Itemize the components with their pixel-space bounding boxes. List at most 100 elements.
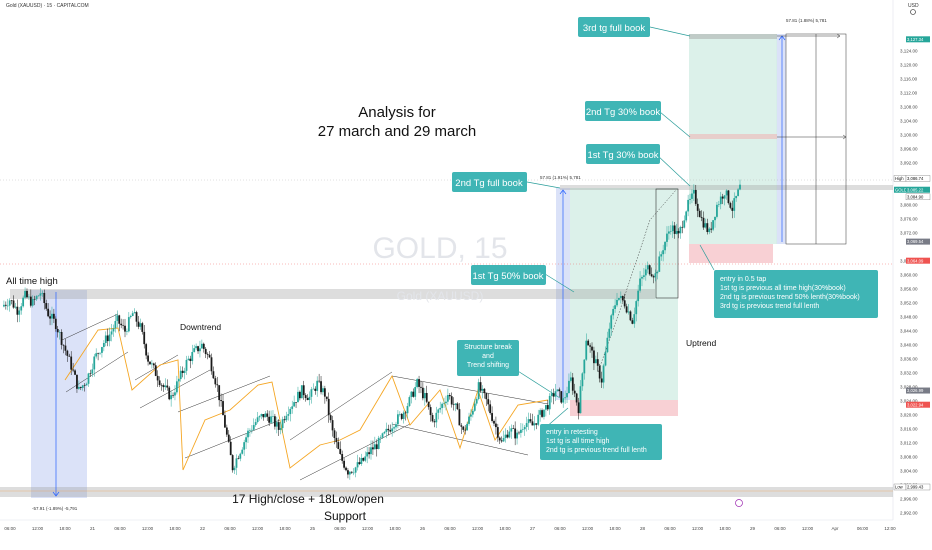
price-label-tag: 3,064.09: [906, 257, 930, 264]
candle: [719, 191, 722, 210]
candle: [445, 395, 447, 411]
candle: [197, 345, 199, 354]
candle: [377, 435, 380, 450]
svg-text:3,085.22: 3,085.22: [907, 187, 924, 192]
candle: [243, 439, 246, 456]
candle: [347, 468, 349, 479]
candle: [571, 372, 574, 395]
candle: [37, 294, 40, 297]
candle: [560, 391, 563, 404]
time-tick-label: 06:00: [857, 526, 869, 531]
candle: [729, 201, 732, 210]
candle: [277, 419, 280, 436]
candle: [535, 423, 538, 430]
candle: [698, 208, 701, 218]
price-tick-label: 3,120.00: [900, 63, 918, 68]
candle: [258, 415, 261, 421]
price-axis[interactable]: 3,124.00 3,120.00 3,116.00 3,112.00 3,108.00…: [900, 49, 918, 516]
candle: [295, 401, 297, 408]
candle: [77, 380, 80, 390]
time-tick-label: 12:00: [142, 526, 154, 531]
candle: [554, 383, 557, 402]
candle: [596, 352, 599, 372]
candle: [479, 376, 482, 393]
candle: [91, 363, 94, 378]
symbol-header: Gold (XAUUSD) · 15 · CAPITALCOM: [6, 3, 89, 9]
candle: [491, 406, 493, 423]
candle: [727, 190, 730, 205]
candle: [229, 436, 232, 456]
candle: [406, 402, 409, 419]
candle: [662, 244, 665, 262]
candle: [343, 458, 345, 470]
candle: [104, 331, 107, 347]
price-tick-label: 3,020.00: [900, 413, 918, 418]
candle: [623, 293, 626, 309]
candle: [185, 355, 188, 375]
candle: [425, 385, 428, 404]
candle: [212, 366, 215, 379]
time-tick-label: 06:00: [444, 526, 456, 531]
candle: [327, 392, 330, 423]
settings-icon[interactable]: [910, 9, 916, 15]
price-tick-label: 3,072.00: [900, 231, 918, 236]
callout-3rd-target: 3rd tg full book: [578, 17, 650, 37]
candle: [412, 388, 415, 398]
candle: [546, 399, 549, 411]
candle: [262, 414, 265, 421]
candle: [266, 410, 269, 422]
candle: [391, 422, 394, 437]
time-axis[interactable]: 06:00 12:00 18:00 21 06:00 12:00 18:00 22 06:00 1…: [4, 526, 896, 531]
candle: [525, 416, 528, 432]
price-tick-label: 3,004.00: [900, 469, 918, 474]
candle: [95, 348, 98, 359]
candle: [204, 347, 207, 359]
time-tick-label: 22: [200, 526, 206, 531]
candle: [168, 385, 171, 401]
time-tick-label: 26: [420, 526, 426, 531]
price-tick-label: 3,016.00: [900, 427, 918, 432]
candle: [441, 402, 444, 415]
candle: [650, 267, 653, 278]
candle: [287, 406, 290, 421]
candle: [706, 218, 709, 235]
candle: [181, 366, 184, 378]
candle: [83, 383, 86, 392]
candle: [143, 325, 146, 349]
time-tick-label: 18:00: [719, 526, 731, 531]
event-marker-icon[interactable]: [735, 499, 743, 507]
candle: [89, 369, 92, 377]
candle: [702, 211, 705, 230]
candle: [237, 455, 240, 460]
candle: [387, 424, 390, 436]
price-label-tag: GOLD: [894, 186, 907, 193]
candle: [281, 416, 284, 433]
candle: [31, 295, 34, 308]
candle: [291, 400, 294, 414]
candle: [62, 344, 65, 354]
candle: [614, 298, 616, 313]
price-label-tag: 3,069.54: [906, 238, 930, 245]
candle: [414, 382, 417, 401]
price-tick-label: 3,040.00: [900, 343, 918, 348]
candle: [733, 192, 736, 218]
svg-text:2nd Tg full book: 2nd Tg full book: [455, 178, 523, 189]
candle: [539, 408, 542, 422]
candle: [298, 390, 301, 401]
candle: [677, 228, 680, 239]
candle: [523, 425, 526, 436]
candle: [600, 371, 603, 388]
candle: [76, 374, 78, 393]
price-tick-label: 3,036.00: [900, 357, 918, 362]
candle: [145, 342, 148, 360]
candle: [199, 340, 201, 358]
candle: [608, 322, 611, 340]
candle: [395, 421, 397, 431]
candle: [227, 430, 230, 443]
candle: [216, 376, 219, 392]
candle: [302, 380, 305, 400]
time-tick-label: 12:00: [32, 526, 44, 531]
price-tick-label: 3,048.00: [900, 315, 918, 320]
